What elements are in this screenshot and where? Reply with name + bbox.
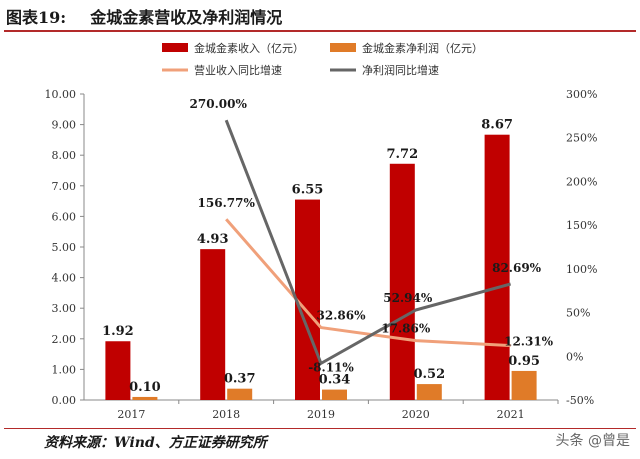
bar-profit-2017 — [132, 396, 158, 400]
bar-value-label: 0.34 — [319, 373, 351, 388]
chart-legend: 金城金素收入（亿元） 金城金素净利润（亿元） 营业收入同比增速 净利润同比增速 — [162, 41, 483, 77]
right-tick-label: 50% — [566, 307, 590, 320]
right-tick-label: 0% — [566, 350, 583, 363]
left-tick-label: 8.00 — [52, 149, 77, 162]
bar-value-label: 1.92 — [102, 324, 134, 339]
title-rule — [4, 30, 636, 32]
bar-profit-2019 — [322, 389, 347, 400]
x-tick-label: 2017 — [117, 408, 145, 421]
chart-bars — [105, 134, 537, 400]
right-tick-label: 100% — [566, 263, 597, 276]
legend-label-1: 金城金素净利润（亿元） — [362, 41, 483, 55]
bar-profit-2018 — [227, 388, 253, 400]
bar-revenue-2020 — [389, 163, 415, 400]
bar-revenue-2018 — [200, 249, 226, 400]
left-tick-label: 1.00 — [52, 363, 77, 376]
figure-title: 图表19: 金城金素营收及净利润情况 — [6, 4, 634, 30]
legend-label-0: 金城金素收入（亿元） — [194, 41, 304, 55]
left-tick-label: 2.00 — [52, 333, 77, 346]
left-tick-label: 4.00 — [52, 272, 77, 285]
chart-axes: 0.00 1.00 2.00 3.00 4.00 5.00 6.00 7.00 8.00 9.00… — [45, 88, 598, 421]
bar-profit-2021 — [511, 370, 537, 400]
source-rule — [4, 428, 636, 429]
bar-value-label: 0.10 — [129, 380, 161, 395]
left-tick-label: 5.00 — [52, 241, 77, 254]
right-tick-label: 200% — [566, 175, 597, 188]
figure-number: 图表19: — [6, 8, 67, 27]
legend-label-3: 净利润同比增速 — [362, 63, 439, 77]
line-value-label: 17.86% — [381, 322, 431, 336]
left-tick-label: 0.00 — [52, 394, 77, 407]
bar-value-label: 8.67 — [481, 118, 513, 133]
right-tick-label: 300% — [566, 88, 597, 101]
bar-profit-2020 — [416, 384, 442, 400]
line-value-label: 32.86% — [317, 309, 367, 323]
source-note: 资料来源：Wind、方正证券研究所 — [44, 435, 267, 451]
bar-value-label: 0.37 — [224, 372, 256, 387]
left-tick-label: 10.00 — [45, 88, 77, 101]
x-tick-label: 2021 — [497, 408, 525, 421]
legend-swatch-0 — [162, 43, 188, 52]
line-value-label: 156.77% — [198, 196, 256, 210]
legend-swatch-1 — [330, 43, 356, 52]
line-value-label: 270.00% — [190, 97, 248, 111]
x-tick-label: 2020 — [402, 408, 430, 421]
bar-revenue-2019 — [295, 199, 320, 400]
x-tick-label: 2018 — [212, 408, 240, 421]
bar-value-label: 6.55 — [292, 183, 324, 198]
left-tick-label: 3.00 — [52, 302, 77, 315]
line-revenue-growth — [225, 218, 511, 348]
bar-value-label: 7.72 — [386, 147, 418, 162]
figure-title-text: 金城金素营收及净利润情况 — [90, 8, 283, 27]
right-tick-label: -50% — [566, 394, 594, 407]
line-value-label: 12.31% — [504, 335, 554, 349]
line-profit-growth — [224, 119, 511, 365]
line-value-label: 52.94% — [383, 291, 433, 305]
legend-label-2: 营业收入同比增速 — [194, 63, 282, 77]
line-value-label: 82.69% — [492, 261, 542, 275]
right-tick-label: 250% — [566, 132, 597, 145]
bar-value-label: 0.52 — [413, 367, 445, 382]
chart-lines — [224, 119, 511, 365]
left-tick-label: 6.00 — [52, 210, 77, 223]
chart-data-labels: 1.92 4.93 6.55 7.72 8.67 0.10 0.37 0.34 0.52 0.95… — [102, 97, 554, 395]
left-tick-label: 9.00 — [52, 119, 77, 132]
line-value-label: -8.11% — [308, 360, 354, 374]
bar-revenue-2017 — [105, 341, 131, 400]
right-tick-label: 150% — [566, 219, 597, 232]
x-tick-label: 2019 — [307, 408, 335, 421]
watermark: 头条 @曾是 — [555, 433, 630, 449]
left-tick-label: 7.00 — [52, 180, 77, 193]
bar-revenue-2021 — [484, 134, 510, 400]
bar-value-label: 0.95 — [508, 354, 540, 369]
bar-value-label: 4.93 — [197, 232, 229, 247]
chart-area: 金城金素收入（亿元） 金城金素净利润（亿元） 营业收入同比增速 净利润同比增速 0.0… — [45, 41, 598, 421]
